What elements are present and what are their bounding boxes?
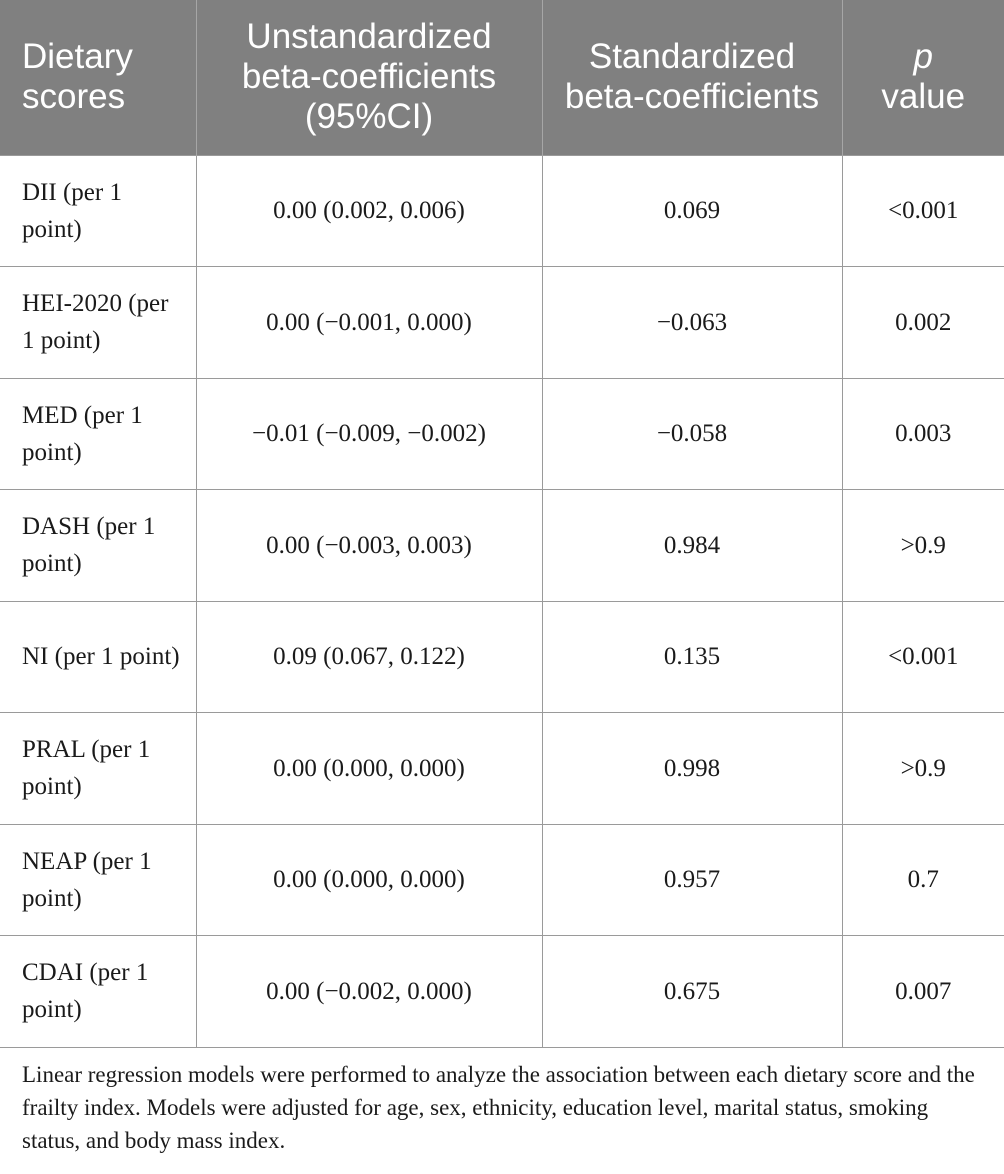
table-head: Dietary scores Unstandardized beta-coeff… bbox=[0, 0, 1004, 155]
header-cell: Unstandardized beta-coefficients (95%CI) bbox=[195, 0, 542, 155]
footnote: Linear regression models were performed … bbox=[22, 1062, 975, 1153]
header-cell: Standardized beta-coefficients bbox=[541, 0, 842, 155]
table-cell: 0.135 bbox=[541, 600, 843, 713]
table-cell: <0.001 bbox=[841, 600, 1004, 713]
table-cell: 0.007 bbox=[841, 935, 1004, 1048]
table-cell: 0.998 bbox=[541, 712, 843, 825]
table-row: MED (per 1 point) −0.01 (−0.009, −0.002) −… bbox=[0, 377, 1004, 490]
table-cell: <0.001 bbox=[841, 154, 1004, 267]
table-cell: 0.09 (0.067, 0.122) bbox=[195, 600, 543, 713]
table-row: NEAP (per 1 point) 0.00 (0.000, 0.000) 0.9… bbox=[0, 823, 1004, 936]
table-cell: −0.01 (−0.009, −0.002) bbox=[195, 377, 543, 490]
table-cell: 0.00 (−0.003, 0.003) bbox=[195, 489, 543, 602]
table-row: DASH (per 1 point) 0.00 (−0.003, 0.003) 0.… bbox=[0, 489, 1004, 602]
table-cell: 0.00 (0.002, 0.006) bbox=[195, 154, 543, 267]
header-cell: p value bbox=[841, 0, 1004, 155]
table-row: PRAL (per 1 point) 0.00 (0.000, 0.000) 0.9… bbox=[0, 712, 1004, 825]
table-cell: −0.063 bbox=[541, 266, 843, 379]
table-cell: 0.069 bbox=[541, 154, 843, 267]
table-cell: >0.9 bbox=[841, 489, 1004, 602]
header-italic: p bbox=[913, 37, 933, 77]
table-cell: 0.7 bbox=[841, 823, 1004, 936]
table-cell: HEI-2020 (per 1 point) bbox=[0, 266, 197, 379]
table-cell: 0.00 (0.000, 0.000) bbox=[195, 712, 543, 825]
table-cell: NI (per 1 point) bbox=[0, 600, 197, 713]
header-text: value bbox=[881, 77, 966, 117]
table-body: DII (per 1 point) 0.00 (0.002, 0.006) 0.06… bbox=[0, 154, 1004, 1048]
header-row: Dietary scores Unstandardized beta-coeff… bbox=[0, 0, 1004, 155]
table-cell: PRAL (per 1 point) bbox=[0, 712, 197, 825]
table-cell: 0.957 bbox=[541, 823, 843, 936]
table-cell: 0.984 bbox=[541, 489, 843, 602]
table-cell: 0.003 bbox=[841, 377, 1004, 490]
table-cell: 0.00 (0.000, 0.000) bbox=[195, 823, 543, 936]
table-row: DII (per 1 point) 0.00 (0.002, 0.006) 0.06… bbox=[0, 154, 1004, 267]
table-row: HEI-2020 (per 1 point) 0.00 (−0.001, 0.00… bbox=[0, 266, 1004, 379]
table-row: NI (per 1 point) 0.09 (0.067, 0.122) 0.135… bbox=[0, 600, 1004, 713]
table-cell: DII (per 1 point) bbox=[0, 154, 197, 267]
table-row: CDAI (per 1 point) 0.00 (−0.002, 0.000) 0.… bbox=[0, 935, 1004, 1048]
table-cell: −0.058 bbox=[541, 377, 843, 490]
header-cell: Dietary scores bbox=[0, 0, 196, 155]
table-cell: 0.002 bbox=[841, 266, 1004, 379]
table-cell: MED (per 1 point) bbox=[0, 377, 197, 490]
table-cell: 0.00 (−0.002, 0.000) bbox=[195, 935, 543, 1048]
table-cell: NEAP (per 1 point) bbox=[0, 823, 197, 936]
data-table: Dietary scores Unstandardized beta-coeff… bbox=[0, 0, 1004, 1048]
table-cell: >0.9 bbox=[841, 712, 1004, 825]
table-cell: CDAI (per 1 point) bbox=[0, 935, 197, 1048]
table-cell: 0.00 (−0.001, 0.000) bbox=[195, 266, 543, 379]
table-cell: 0.675 bbox=[541, 935, 843, 1048]
table-cell: DASH (per 1 point) bbox=[0, 489, 197, 602]
